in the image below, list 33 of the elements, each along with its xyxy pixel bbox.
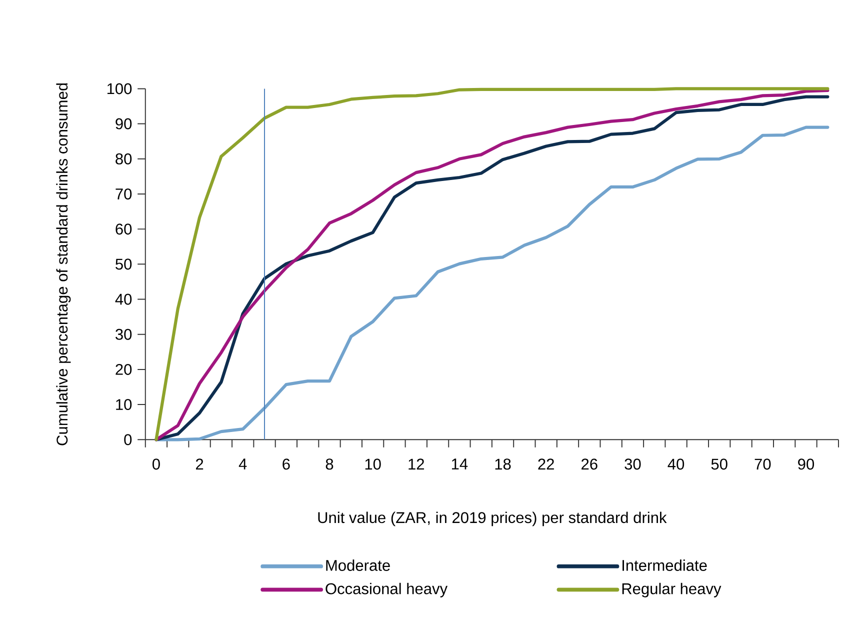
y-tick-label: 90 [116,118,132,130]
y-tick-label: 80 [116,154,132,165]
y-tick-label: 0 [124,434,132,446]
x-tick-label: 8 [326,458,334,470]
y-tick-label: 30 [116,329,132,340]
y-tick-label: 10 [116,399,132,410]
y-axis-title: Cumulative percentage of standard drinks consumed [56,84,71,446]
x-tick-label: 10 [365,458,381,470]
legend-label: Regular heavy [622,583,722,598]
y-tick-label: 20 [116,364,132,376]
x-axis-title: Unit value (ZAR, in 2019 prices) per standard drink [318,512,667,526]
y-tick-label: 40 [115,294,132,305]
y-tick-label: 60 [116,224,132,235]
x-tick-label: 90 [798,458,814,470]
x-tick-label: 26 [582,458,598,470]
x-tick-label: 14 [452,458,468,470]
y-tick-label: 100 [107,83,132,94]
x-tick-label: 0 [152,458,160,470]
y-tick-label: 50 [116,258,132,270]
x-tick-label: 18 [495,458,511,470]
legend-label: Moderate [326,560,390,572]
y-tick-label: 70 [116,188,132,200]
x-tick-label: 70 [754,458,771,470]
x-tick-label: 22 [538,458,554,470]
legend-label: Intermediate [622,560,707,572]
x-tick-label: 40 [668,458,684,470]
x-tick-label: 30 [624,458,641,470]
x-tick-label: 4 [238,458,247,470]
legend-label: Occasional heavy [326,583,448,598]
x-tick-label: 12 [408,458,424,470]
x-tick-label: 6 [282,458,290,470]
x-tick-label: 50 [711,458,728,470]
x-tick-label: 2 [196,458,204,470]
